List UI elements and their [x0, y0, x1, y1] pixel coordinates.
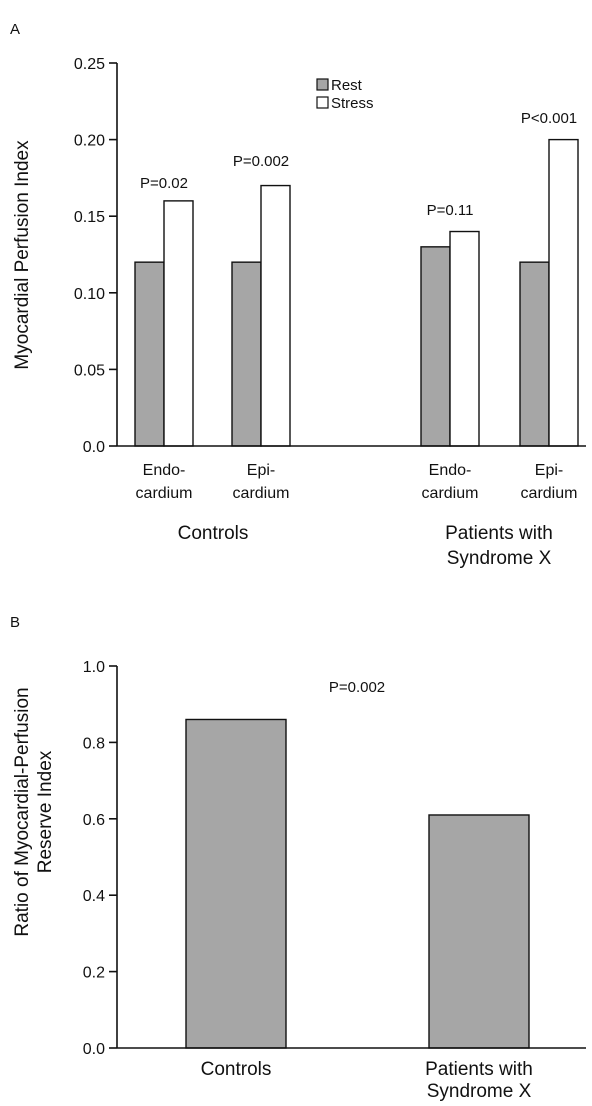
bar-stress [449, 230, 480, 447]
category-label-syndrome-x: Patients with [425, 1059, 533, 1080]
category-label: cardium [233, 485, 290, 502]
legend-rest-swatch [316, 78, 329, 91]
group-label-syndrome-x: Patients with [445, 523, 553, 544]
panel-b: B Ratio of Myocardial-Perfusion Reserve … [10, 614, 586, 1102]
panel-b-letter: B [10, 614, 20, 631]
panel-a-legend: Rest Stress [316, 77, 374, 112]
legend-stress-swatch [316, 96, 329, 109]
category-label: Epi- [535, 462, 563, 479]
bar-ratio [185, 718, 287, 1049]
category-label-controls: Controls [201, 1059, 272, 1080]
y-tick-label: 0.05 [74, 362, 105, 379]
p-value-epi-controls: P=0.002 [233, 153, 289, 170]
bar-rest [519, 261, 550, 447]
y-tick-label: 0.15 [74, 209, 105, 226]
panel-a-bars [134, 138, 579, 447]
legend-rest-label: Rest [331, 77, 363, 94]
y-tick-label: 0.6 [83, 812, 105, 829]
panel-b-y-axis-title-line1: Ratio of Myocardial-Perfusion [12, 687, 33, 936]
bar-rest [134, 261, 165, 447]
group-label-controls: Controls [178, 523, 249, 544]
category-label: cardium [422, 485, 479, 502]
bar-rest [231, 261, 262, 447]
bar-ratio [428, 814, 530, 1049]
bar-rest [420, 246, 451, 447]
panel-a-y-axis-title: Myocardial Perfusion Index [12, 140, 33, 370]
p-value-ratio: P=0.002 [329, 679, 385, 696]
panel-b-y-axis-title-line2: Reserve Index [35, 750, 56, 873]
y-tick-label: 1.0 [83, 659, 105, 676]
panel-b-bars [185, 718, 530, 1049]
panel-a: A Myocardial Perfusion Index 0.0 0.05 0.10… [10, 21, 586, 569]
category-label: Endo- [429, 462, 472, 479]
p-value-endo-syndrome-x: P=0.11 [427, 202, 474, 219]
panel-a-group-labels: Controls Patients with Syndrome X [178, 523, 553, 569]
panel-a-y-ticks: 0.0 0.05 0.10 0.15 0.20 0.25 [74, 56, 117, 456]
y-tick-label: 0.0 [83, 1041, 105, 1058]
y-tick-label: 0.8 [83, 735, 105, 752]
bar-stress [260, 184, 291, 447]
panel-a-category-labels: Endo- cardium Epi- cardium Endo- cardium… [136, 462, 578, 502]
panel-b-category-labels: Controls Patients with Syndrome X [201, 1059, 533, 1102]
y-tick-label: 0.2 [83, 965, 105, 982]
panel-a-letter: A [10, 21, 20, 38]
y-tick-label: 0.4 [83, 888, 105, 905]
category-label: cardium [136, 485, 193, 502]
category-label-syndrome-x-line2: Syndrome X [427, 1081, 532, 1101]
p-value-endo-controls: P=0.02 [140, 175, 188, 192]
bar-stress [548, 138, 579, 447]
category-label: Endo- [143, 462, 186, 479]
y-tick-label: 0.20 [74, 133, 105, 150]
category-label: Epi- [247, 462, 275, 479]
category-label: cardium [521, 485, 578, 502]
y-tick-label: 0.0 [83, 439, 105, 456]
p-value-epi-syndrome-x: P<0.001 [521, 110, 577, 127]
bar-stress [163, 200, 194, 447]
y-tick-label: 0.25 [74, 56, 105, 73]
group-label-syndrome-x-line2: Syndrome X [447, 548, 552, 569]
legend-stress-label: Stress [331, 95, 374, 112]
y-tick-label: 0.10 [74, 286, 105, 303]
panel-b-y-ticks: 0.0 0.2 0.4 0.6 0.8 1.0 [83, 659, 117, 1058]
